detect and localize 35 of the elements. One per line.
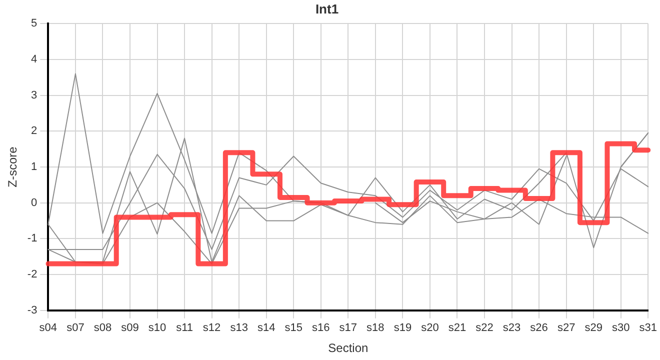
y-tick-label: 3 [31, 89, 38, 102]
y-tick-label: -1 [27, 232, 38, 245]
x-tick-label: s30 [612, 322, 630, 334]
x-tick-label: s31 [639, 322, 658, 334]
y-tick-label: 1 [31, 161, 38, 174]
y-tick-label: 5 [31, 18, 38, 30]
y-axis-title: Z-score [6, 146, 20, 188]
x-tick-label: s16 [312, 322, 330, 334]
x-tick-label: s18 [366, 322, 384, 334]
x-tick-label: s11 [176, 322, 193, 334]
x-tick-label: s10 [148, 322, 166, 334]
x-tick-label: s12 [202, 322, 221, 334]
chart-title: Int1 [315, 1, 339, 16]
x-tick-label: s26 [530, 322, 548, 334]
x-tick-label: s29 [584, 322, 602, 334]
x-tick-label: s21 [448, 322, 466, 334]
y-tick-label: -3 [27, 304, 38, 316]
x-tick-label: s20 [421, 322, 439, 334]
x-tick-label: s13 [230, 322, 248, 334]
x-tick-label: s19 [394, 322, 412, 334]
x-tick-label: s23 [502, 322, 521, 334]
y-tick-label: 0 [31, 196, 38, 209]
x-tick-label: s09 [121, 322, 139, 334]
x-tick-label: s15 [284, 322, 302, 334]
x-axis-title: Section [328, 341, 368, 356]
y-tick-label: 2 [31, 125, 38, 138]
x-tick-label: s04 [39, 322, 58, 334]
x-tick-label: s17 [339, 322, 358, 334]
x-tick-label: s22 [476, 322, 494, 334]
x-tick-label: s08 [94, 322, 112, 334]
y-tick-label: 4 [31, 53, 38, 66]
x-tick-label: s27 [557, 322, 576, 334]
x-tick-label: s07 [66, 322, 84, 334]
x-tick-label: s14 [257, 322, 276, 334]
y-tick-label: -2 [27, 268, 38, 281]
